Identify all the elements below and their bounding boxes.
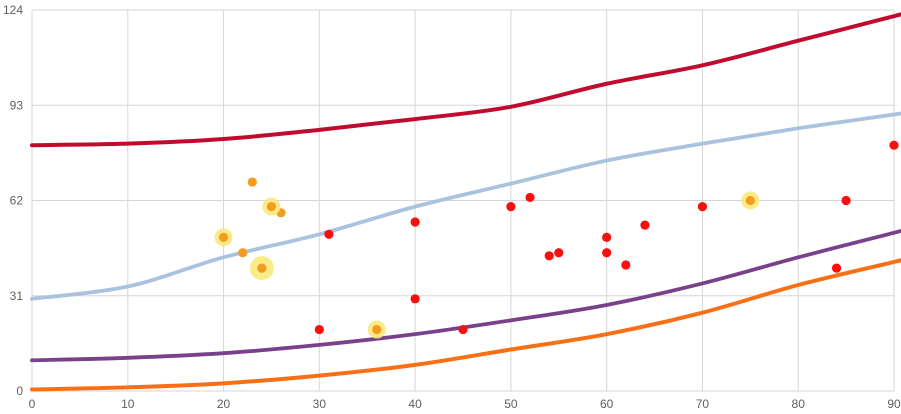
y-axis-tick-label: 62: [10, 194, 24, 208]
scatter-point-red-points: [621, 260, 631, 270]
series-line-orange-curve: [30, 258, 901, 392]
scatter-point-red-points: [640, 220, 650, 230]
scatter-point-red-points: [410, 294, 420, 304]
scatter-point-orange-highlighted-points: [218, 232, 229, 242]
x-axis-tick-label: 70: [696, 397, 710, 411]
x-axis-tick-label: 90: [887, 397, 901, 411]
scatter-point-red-points: [525, 192, 535, 203]
scatter-point-red-points: [554, 248, 564, 258]
scatter-point-red-points: [458, 324, 468, 335]
x-axis-tick-label: 80: [792, 397, 806, 411]
scatter-point-red-points: [831, 263, 842, 273]
scatter-point-orange-points: [238, 248, 248, 258]
x-axis-tick-label: 30: [313, 397, 327, 411]
scatter-point-red-points: [602, 248, 612, 258]
x-axis-tick-label: 60: [600, 397, 614, 411]
x-axis-tick-label: 0: [29, 397, 36, 411]
scatter-point-orange-highlighted-points: [745, 195, 755, 206]
scatter-point-orange-highlighted-points: [372, 324, 382, 335]
scatter-point-red-points: [602, 232, 612, 242]
y-axis-tick-label: 93: [10, 98, 24, 112]
scatter-point-red-points: [324, 229, 334, 239]
scatter-point-orange-highlighted-points: [257, 263, 267, 273]
y-axis-tick-label: 31: [10, 289, 24, 303]
scatter-point-red-points: [410, 217, 420, 227]
x-axis-tick-label: 20: [217, 397, 231, 411]
scatter-point-red-points: [697, 202, 708, 212]
y-axis-tick-label: 0: [16, 384, 23, 398]
y-axis-tick-label: 124: [3, 3, 23, 17]
scatter-point-orange-points: [247, 177, 257, 187]
x-axis-tick-label: 10: [121, 397, 135, 411]
scatter-point-red-points: [314, 324, 324, 335]
scatter-point-orange-highlighted-points: [266, 202, 277, 212]
scatter-point-red-points: [544, 251, 554, 261]
x-axis-tick-label: 40: [408, 397, 422, 411]
series-line-purple-curve: [30, 229, 901, 363]
x-axis-tick-label: 50: [504, 397, 518, 411]
series-line-light-blue-curve: [30, 111, 901, 301]
scatter-point-red-points: [889, 140, 899, 150]
scatter-point-red-points: [841, 195, 851, 206]
scatter-point-red-points: [506, 202, 516, 212]
series-line-upper-red-curve: [30, 12, 901, 148]
